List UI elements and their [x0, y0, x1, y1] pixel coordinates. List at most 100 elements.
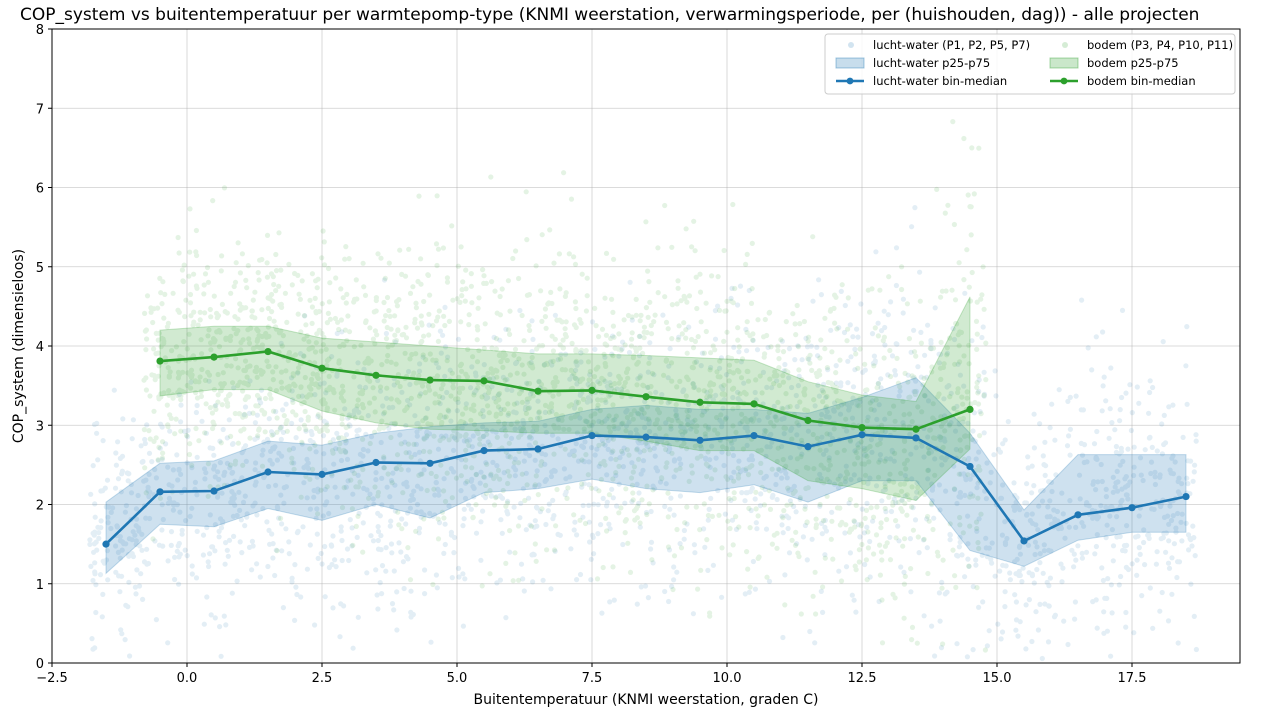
scatter-point — [413, 305, 419, 311]
scatter-point — [494, 580, 500, 586]
scatter-point — [215, 399, 221, 405]
scatter-point — [526, 323, 532, 329]
x-tick-label: 17.5 — [1118, 671, 1147, 686]
scatter-point — [384, 395, 390, 401]
scatter-point — [1103, 398, 1109, 404]
scatter-point — [623, 486, 629, 492]
scatter-point — [414, 483, 421, 489]
scatter-point — [1123, 390, 1129, 396]
scatter-point — [375, 537, 381, 544]
scatter-point — [541, 362, 548, 368]
scatter-point — [783, 319, 789, 325]
scatter-point — [1094, 516, 1100, 522]
scatter-point — [242, 404, 249, 410]
scatter-point — [1159, 421, 1165, 427]
scatter-point — [882, 428, 888, 435]
scatter-point — [123, 541, 129, 547]
scatter-point — [673, 407, 679, 413]
scatter-point — [654, 438, 660, 444]
scatter-point — [652, 312, 658, 318]
scatter-point — [119, 547, 125, 553]
scatter-point — [421, 512, 427, 518]
scatter-point — [172, 554, 178, 560]
scatter-point — [523, 189, 529, 195]
scatter-point — [494, 463, 500, 469]
scatter-point — [1142, 562, 1148, 568]
scatter-point — [406, 450, 412, 456]
scatter-point — [870, 518, 876, 524]
scatter-point — [958, 494, 964, 500]
scatter-point — [942, 438, 948, 444]
scatter-point — [878, 385, 884, 391]
scatter-point — [353, 523, 359, 530]
scatter-point — [666, 448, 672, 455]
scatter-point — [912, 517, 919, 523]
scatter-point — [793, 509, 799, 515]
scatter-point — [224, 460, 230, 466]
scatter-point — [1166, 565, 1173, 571]
scatter-point — [555, 436, 561, 442]
scatter-point — [514, 400, 520, 406]
scatter-point — [522, 406, 529, 413]
scatter-point — [622, 342, 628, 348]
scatter-point — [724, 298, 730, 304]
scatter-point — [869, 398, 876, 404]
scatter-point — [130, 529, 136, 535]
scatter-point — [1090, 481, 1096, 487]
scatter-point — [238, 517, 244, 523]
scatter-point — [731, 344, 737, 350]
scatter-point — [883, 456, 890, 462]
scatter-point — [140, 458, 146, 465]
scatter-point — [391, 568, 397, 574]
scatter-point — [761, 431, 768, 437]
scatter-point — [569, 340, 575, 346]
scatter-point — [639, 414, 645, 420]
scatter-point — [424, 429, 430, 435]
scatter-point — [747, 525, 753, 531]
scatter-point — [801, 318, 808, 325]
scatter-point — [910, 527, 917, 533]
scatter-point — [102, 485, 108, 491]
scatter-point — [256, 397, 263, 403]
scatter-point — [846, 529, 853, 535]
scatter-point — [817, 501, 823, 508]
scatter-point — [416, 525, 423, 531]
scatter-point — [323, 420, 329, 426]
scatter-point — [290, 445, 296, 452]
scatter-point — [574, 362, 580, 368]
scatter-point — [407, 577, 414, 583]
scatter-point — [252, 467, 258, 473]
scatter-point — [633, 348, 639, 354]
scatter-point — [488, 174, 494, 180]
scatter-point — [1024, 481, 1030, 487]
scatter-point — [375, 377, 381, 384]
scatter-point — [1052, 612, 1058, 618]
scatter-point — [231, 533, 237, 540]
scatter-point — [1094, 456, 1100, 462]
scatter-point — [354, 433, 360, 439]
scatter-point — [516, 275, 522, 282]
scatter-point — [552, 312, 559, 318]
scatter-point — [343, 438, 349, 444]
scatter-point — [738, 359, 745, 365]
scatter-point — [278, 515, 284, 522]
scatter-point — [944, 350, 951, 356]
scatter-point — [1067, 426, 1073, 432]
scatter-point — [253, 460, 259, 466]
scatter-point — [233, 260, 239, 266]
scatter-point — [178, 428, 184, 434]
scatter-point — [956, 544, 963, 550]
scatter-point — [837, 357, 843, 363]
scatter-point — [1137, 455, 1144, 461]
scatter-point — [534, 468, 540, 474]
scatter-point — [868, 505, 874, 511]
scatter-point — [416, 449, 422, 455]
scatter-point — [371, 501, 377, 507]
scatter-point — [802, 506, 808, 512]
scatter-point — [375, 251, 381, 257]
scatter-point — [737, 469, 744, 475]
scatter-point — [646, 501, 652, 507]
y-tick-label: 0 — [36, 657, 44, 672]
scatter-point — [350, 645, 356, 651]
scatter-point — [1135, 533, 1141, 539]
